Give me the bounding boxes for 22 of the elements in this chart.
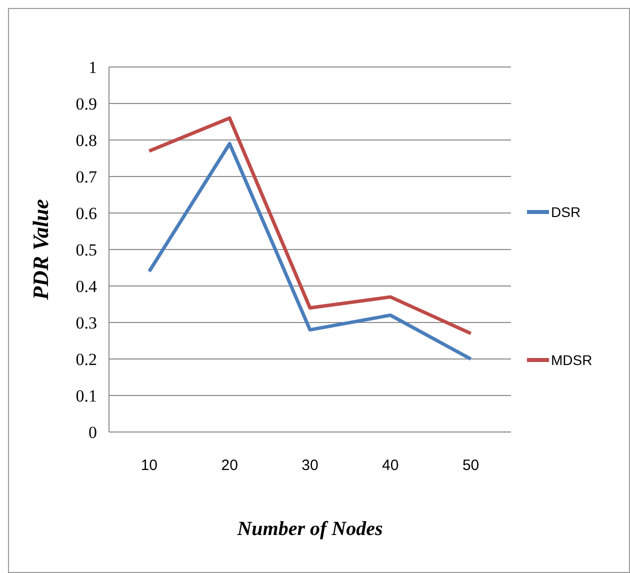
y-tick-label: 0.9 [76,94,97,114]
y-tick-label: 1 [88,58,97,77]
y-tick-label: 0.3 [76,313,97,332]
y-tick-label: 0.6 [76,204,97,223]
y-tick-label: 0.5 [76,240,97,260]
y-tick-label: 0.2 [76,350,97,369]
y-tick-label: 0.4 [76,276,98,296]
line-series [147,142,473,361]
x-tick-label: 20 [221,457,238,474]
line-series [147,116,473,336]
y-axis-title: PDR Value [28,198,53,301]
x-tick-label: 30 [302,457,318,474]
legend-label: MDSR [551,352,592,368]
x-tick-label: 40 [382,457,399,474]
x-axis-title: Number of Nodes [236,518,383,540]
x-tick-label: 50 [462,457,480,474]
y-tick-label: 0.1 [76,386,97,406]
y-tick-label: 0 [88,422,97,442]
x-tick-label: 10 [140,457,158,474]
y-tick-label: 0.8 [76,130,97,150]
legend-label: DSR [551,204,581,220]
y-tick-label: 0.7 [76,167,98,186]
